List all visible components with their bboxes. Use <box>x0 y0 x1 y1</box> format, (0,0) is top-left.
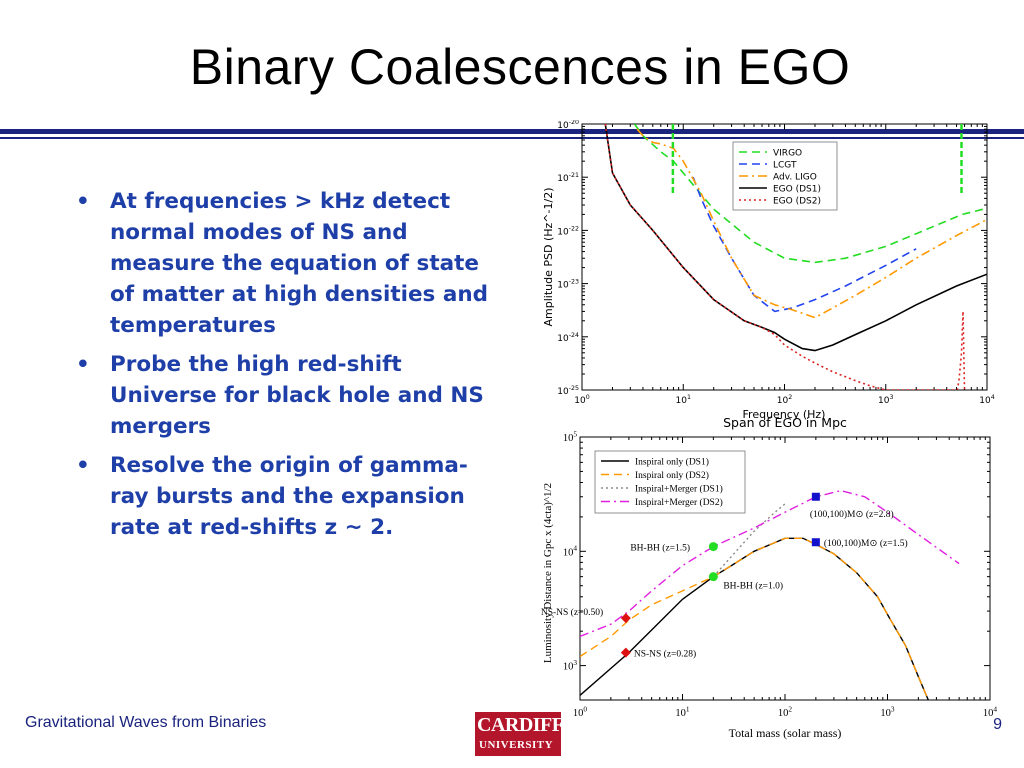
y-tick-label: 10-21 <box>557 172 579 184</box>
logo-line2: UNIVERSITY <box>479 739 554 751</box>
legend-label: EGO (DS2) <box>773 197 821 207</box>
y-tick-label: 105 <box>563 429 578 444</box>
annotation-marker <box>811 492 820 501</box>
logo-line1: CARDIFF <box>477 714 564 736</box>
y-tick-label: 10-22 <box>557 225 579 237</box>
annotation-marker <box>620 613 631 624</box>
bullet-dot-icon: • <box>76 352 90 377</box>
annotation-label: BH-BH (z=1.0) <box>723 581 783 592</box>
title-rule-thick <box>0 129 1024 134</box>
y-tick-label: 10-23 <box>557 279 579 291</box>
page-number: 9 <box>993 716 1002 733</box>
luminosity-distance-chart: 100 101 102 103 104 105 104 103 Inspiral only (D… <box>541 415 998 740</box>
y-tick-label: 104 <box>563 544 578 559</box>
university-logo: CARDIFF UNIVERSITY <box>475 712 564 756</box>
series-line-ego-ds1- <box>604 124 987 352</box>
annotation-label: NS-NS (z=0.50) <box>541 607 603 618</box>
title-rule-thin <box>0 137 1024 139</box>
x-tick-label: 104 <box>983 704 998 719</box>
annotation-label: (100,100)M⊙ (z=2.8) <box>810 509 894 520</box>
series-line-virgo <box>633 124 987 264</box>
y-tick-label: 10-24 <box>557 332 579 344</box>
annotation-marker <box>811 538 820 547</box>
series-line-inspiral-only-ds2- <box>580 537 929 700</box>
legend-box <box>732 141 838 211</box>
annotation-label: NS-NS (z=0.28) <box>634 649 696 660</box>
bullet-list: • At frequencies > kHz detect normal mode… <box>70 186 500 551</box>
y-axis-label: Amplitude PSD (Hz^-1/2) <box>542 188 555 327</box>
legend-label: Inspiral+Merger (DS1) <box>635 484 723 495</box>
x-tick-label: 101 <box>675 704 690 719</box>
x-tick-label: 100 <box>574 394 589 406</box>
x-axis-label: Frequency (Hz) <box>743 408 826 420</box>
annotation-marker <box>708 572 718 582</box>
x-tick-label: 101 <box>676 394 691 406</box>
series-group <box>580 489 960 700</box>
y-tick-label: 10-25 <box>557 385 579 397</box>
bullet-dot-icon: • <box>76 453 90 478</box>
annotation-label: BH-BH (z=1.5) <box>630 543 690 554</box>
x-tick-label: 102 <box>777 394 792 406</box>
legend-label: Adv. LIGO <box>773 173 817 183</box>
series-line-inspiral-only-ds1- <box>580 537 929 700</box>
series-line-inspiral-merger-ds1- <box>712 503 786 578</box>
x-tick-label: 103 <box>878 394 893 406</box>
bullet-item: • Probe the high red-shift Universe for b… <box>70 349 500 442</box>
legend-label: Inspiral only (DS2) <box>635 470 709 481</box>
y-axis-label: Luminosity Distance in Gpc x (4cta)^1/2 <box>542 483 554 663</box>
series-line-lcgt <box>692 176 917 313</box>
annotation-marker <box>708 542 718 552</box>
annotation-label: (100,100)M⊙ (z=1.5) <box>824 538 908 549</box>
series-line-inspiral-merger-ds2- <box>580 489 960 638</box>
slide-title: Binary Coalescences in EGO <box>189 39 851 95</box>
x-axis-label: Total mass (solar mass) <box>729 726 842 740</box>
x-tick-label: 100 <box>573 704 588 719</box>
bullet-text: At frequencies > kHz detect normal modes… <box>110 189 489 338</box>
y-tick-label: 10-20 <box>557 120 579 131</box>
legend-label: Inspiral+Merger (DS2) <box>635 497 723 508</box>
bullet-item: • At frequencies > kHz detect normal mode… <box>70 186 500 341</box>
bullet-text: Probe the high red-shift Universe for bl… <box>110 352 484 439</box>
legend-label: EGO (DS1) <box>773 185 821 195</box>
legend-label: VIRGO <box>773 149 802 159</box>
annotation-marker <box>620 647 631 658</box>
x-tick-label: 102 <box>778 704 793 719</box>
bullet-text: Resolve the origin of gamma-ray bursts a… <box>110 453 468 540</box>
bullet-item: • Resolve the origin of gamma-ray bursts … <box>70 450 500 543</box>
x-tick-label: 103 <box>880 704 895 719</box>
x-tick-label: 104 <box>979 394 994 406</box>
legend-label: Inspiral only (DS1) <box>635 457 709 468</box>
series-line-adv-ligo <box>636 128 987 319</box>
footer-text: Gravitational Waves from Binaries <box>25 714 267 731</box>
psd-chart: 100 101 102 103 104 10-20 10-21 10-22 10-23 10-24… <box>542 120 995 420</box>
y-tick-label: 103 <box>563 658 578 673</box>
chart-title: Span of EGO in Mpc <box>723 415 847 430</box>
bullet-dot-icon: • <box>76 189 90 214</box>
series-line-ego-ds2- <box>604 124 966 390</box>
legend-label: LCGT <box>773 161 797 171</box>
series-group <box>604 124 987 390</box>
